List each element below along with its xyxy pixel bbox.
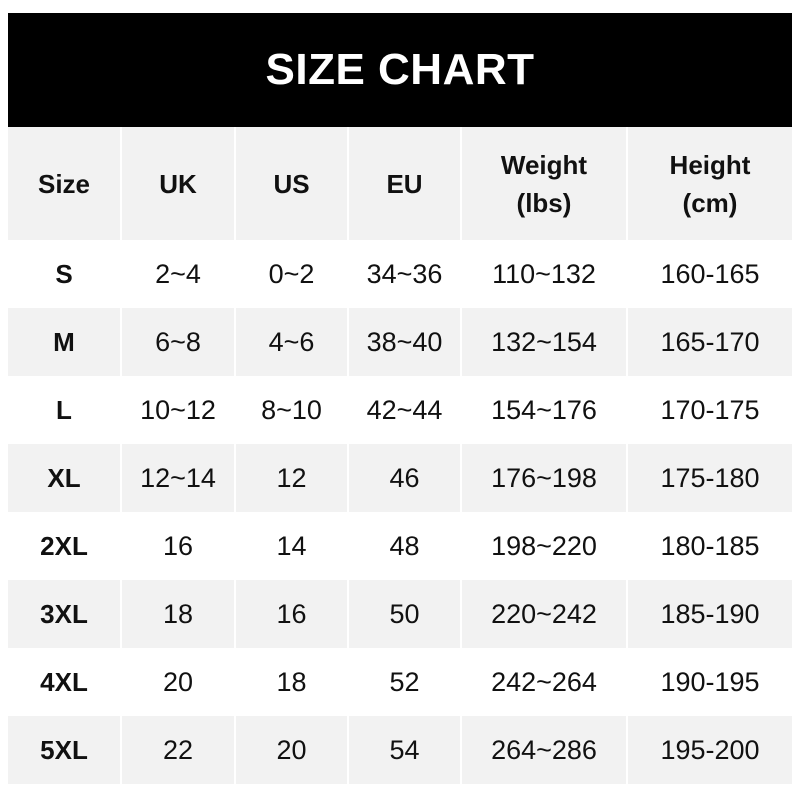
cell-size: XL [8, 444, 121, 512]
table-row: 5XL 22 20 54 264~286 195-200 [8, 716, 792, 784]
cell-us: 8~10 [234, 376, 348, 444]
cell-height: 160-165 [626, 240, 792, 308]
chart-title: SIZE CHART [8, 13, 792, 127]
cell-eu: 52 [347, 648, 461, 716]
header-size: Size [8, 127, 121, 240]
cell-eu: 46 [347, 444, 461, 512]
header-us: US [234, 127, 348, 240]
cell-uk: 16 [120, 512, 235, 580]
cell-height: 185-190 [626, 580, 792, 648]
cell-eu: 54 [347, 716, 461, 784]
cell-height: 180-185 [626, 512, 792, 580]
cell-height: 170-175 [626, 376, 792, 444]
cell-height: 190-195 [626, 648, 792, 716]
header-row: Size UK US EU Weight (lbs) Height (cm) [8, 127, 792, 240]
cell-height: 195-200 [626, 716, 792, 784]
cell-weight: 110~132 [460, 240, 627, 308]
cell-weight: 154~176 [460, 376, 627, 444]
cell-size: L [56, 394, 72, 425]
cell-us: 18 [234, 648, 348, 716]
header-uk: UK [120, 127, 235, 240]
cell-uk: 18 [120, 580, 235, 648]
table-row: L 10~12 8~10 42~44 154~176 170-175 [8, 376, 792, 444]
cell-us: 16 [234, 580, 348, 648]
cell-size: 3XL [8, 580, 121, 648]
table-row: S 2~4 0~2 34~36 110~132 160-165 [8, 240, 792, 308]
cell-us: 20 [234, 716, 348, 784]
cell-eu: 48 [347, 512, 461, 580]
cell-uk: 22 [120, 716, 235, 784]
cell-us: 12 [234, 444, 348, 512]
cell-weight: 176~198 [460, 444, 627, 512]
cell-weight: 198~220 [460, 512, 627, 580]
table-row: 3XL 18 16 50 220~242 185-190 [8, 580, 792, 648]
cell-us: 14 [234, 512, 348, 580]
cell-eu: 38~40 [347, 308, 461, 376]
header-weight: Weight (lbs) [460, 127, 627, 240]
cell-uk: 10~12 [120, 376, 235, 444]
cell-size: S [55, 258, 73, 289]
cell-weight: 264~286 [460, 716, 627, 784]
cell-weight: 132~154 [460, 308, 627, 376]
cell-eu: 42~44 [347, 376, 461, 444]
cell-uk: 6~8 [120, 308, 235, 376]
cell-size: 5XL [8, 716, 121, 784]
size-chart: SIZE CHART Size UK US EU Weight (lbs) He… [8, 13, 792, 784]
header-eu: EU [347, 127, 461, 240]
cell-eu: 50 [347, 580, 461, 648]
cell-size: M [8, 308, 121, 376]
cell-height: 165-170 [626, 308, 792, 376]
cell-uk: 12~14 [120, 444, 235, 512]
table-row: M 6~8 4~6 38~40 132~154 165-170 [8, 308, 792, 376]
cell-uk: 20 [120, 648, 235, 716]
table-row: XL 12~14 12 46 176~198 175-180 [8, 444, 792, 512]
size-table: Size UK US EU Weight (lbs) Height (cm) S… [8, 127, 792, 784]
header-height: Height (cm) [626, 127, 792, 240]
cell-weight: 220~242 [460, 580, 627, 648]
cell-us: 4~6 [234, 308, 348, 376]
cell-us: 0~2 [234, 240, 348, 308]
cell-weight: 242~264 [460, 648, 627, 716]
cell-height: 175-180 [626, 444, 792, 512]
cell-size: 4XL [40, 666, 88, 697]
table-row: 2XL 16 14 48 198~220 180-185 [8, 512, 792, 580]
table-row: 4XL 20 18 52 242~264 190-195 [8, 648, 792, 716]
cell-eu: 34~36 [347, 240, 461, 308]
cell-size: 2XL [40, 530, 88, 561]
cell-uk: 2~4 [120, 240, 235, 308]
